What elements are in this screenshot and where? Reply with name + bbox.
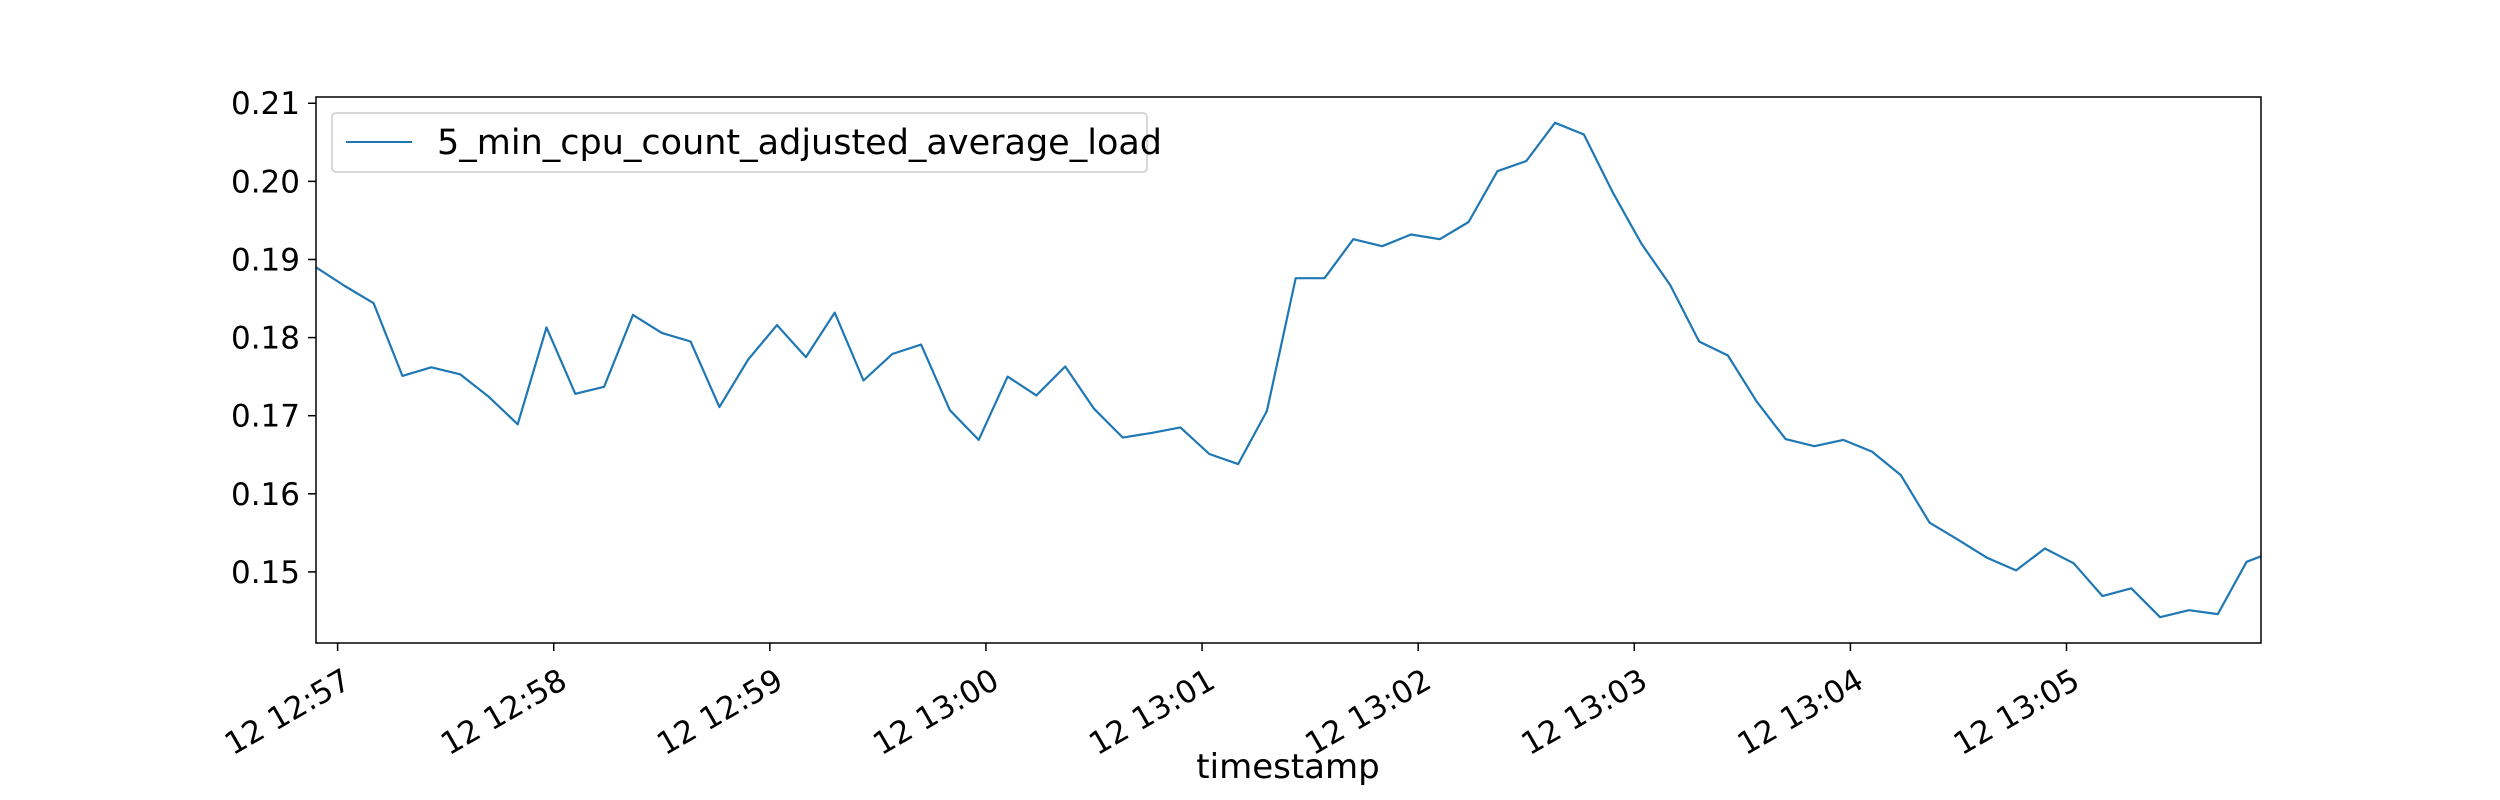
x-tick-label: 12 13:03 xyxy=(1515,662,1653,762)
series-layer xyxy=(315,121,2262,619)
y-tick-label: 0.17 xyxy=(231,399,300,435)
plot-area xyxy=(316,97,2261,643)
plot-frame xyxy=(315,96,2262,644)
x-tick-label: 12 13:00 xyxy=(867,662,1005,762)
legend-label: 5_min_cpu_count_adjusted_average_load xyxy=(437,123,1162,163)
y-tick-label: 0.18 xyxy=(231,321,300,357)
legend-box xyxy=(331,112,1148,173)
y-tick-label: 0.15 xyxy=(231,555,300,591)
y-tick-label: 0.19 xyxy=(231,242,300,278)
x-tick-label: 12 12:57 xyxy=(219,662,357,762)
legend: 5_min_cpu_count_adjusted_average_load xyxy=(331,112,1162,173)
y-tick-label: 0.16 xyxy=(231,477,300,513)
x-tick-label: 12 12:58 xyxy=(435,662,573,762)
x-tick-label: 12 13:04 xyxy=(1732,662,1870,762)
x-tick-label: 12 12:59 xyxy=(651,662,789,762)
x-axis: 12 12:57 12 12:58 12 12:59 12 13:00 12 13:01… xyxy=(219,643,2086,763)
y-tick-label: 0.21 xyxy=(231,86,300,122)
y-axis: 0.15 0.16 0.17 0.18 0.19 0.20 0.21 xyxy=(231,86,316,591)
y-tick-label: 0.20 xyxy=(231,164,300,200)
x-axis-title: timestamp xyxy=(1196,747,1379,787)
x-tick-label: 12 13:05 xyxy=(1948,662,2086,762)
